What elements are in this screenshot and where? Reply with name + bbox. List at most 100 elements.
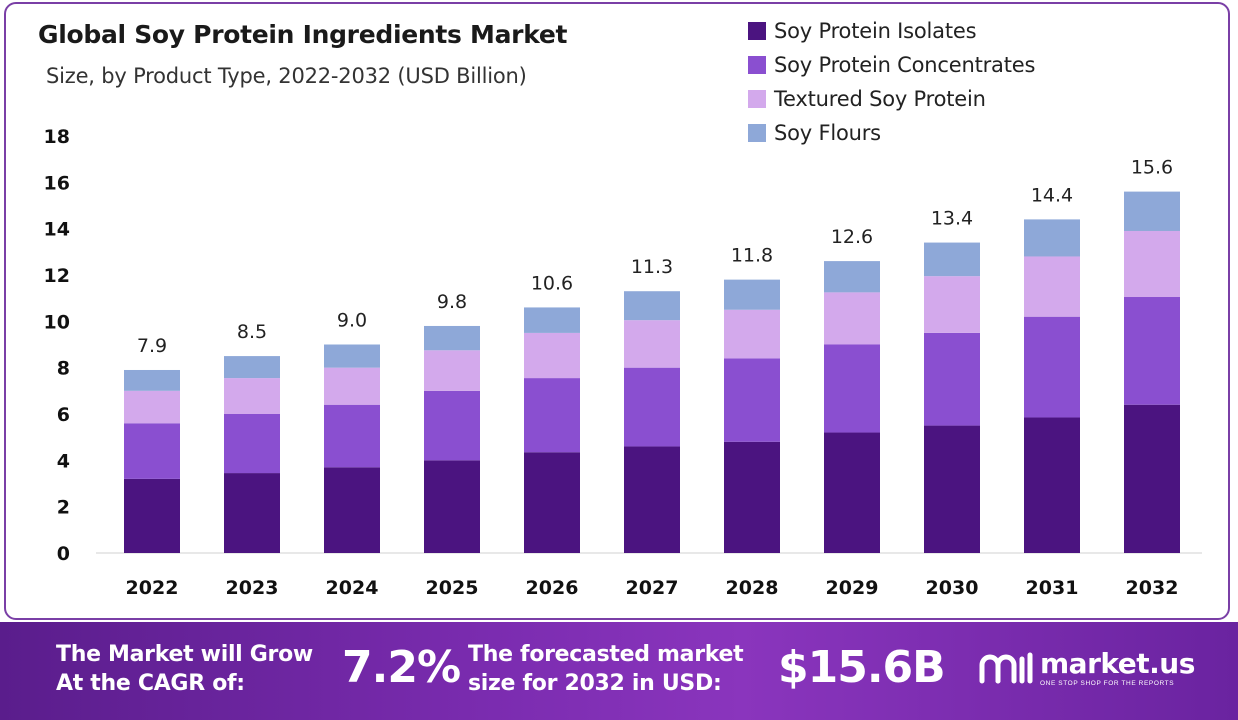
bar-total-label: 13.4 xyxy=(931,208,973,230)
bar-segment-soy-protein-isolates xyxy=(824,432,880,553)
y-tick-label: 2 xyxy=(57,497,70,519)
legend-swatch-isolates xyxy=(748,22,766,40)
bar-segment-soy-protein-isolates xyxy=(124,478,180,553)
brand-tagline: ONE STOP SHOP FOR THE REPORTS xyxy=(1040,680,1175,687)
bar-segment-textured-soy-protein xyxy=(724,309,780,359)
bar-total-label: 7.9 xyxy=(137,335,167,357)
bar-segment-textured-soy-protein xyxy=(924,276,980,333)
bar-total-label: 11.8 xyxy=(731,245,773,267)
bar-segment-soy-protein-concentrates xyxy=(524,378,580,453)
cagr-label: The Market will Grow At the CAGR of: xyxy=(56,640,313,698)
bar-segment-soy-protein-concentrates xyxy=(224,414,280,474)
bar-segment-soy-protein-isolates xyxy=(1124,404,1180,553)
forecast-value: $15.6B xyxy=(778,642,946,693)
cagr-label-line2: At the CAGR of: xyxy=(56,671,245,696)
bar-total-label: 9.8 xyxy=(437,291,467,313)
bar-segment-soy-flours xyxy=(624,291,680,321)
bar-total-label: 12.6 xyxy=(831,226,873,248)
forecast-label-line2: size for 2032 in USD: xyxy=(468,671,722,696)
y-tick-label: 8 xyxy=(57,358,70,380)
legend-label: Soy Flours xyxy=(774,121,881,145)
forecast-label: The forecasted market size for 2032 in U… xyxy=(468,640,744,698)
bar-segment-soy-protein-concentrates xyxy=(924,332,980,426)
y-tick-label: 18 xyxy=(44,126,70,148)
bar-segment-textured-soy-protein xyxy=(1124,230,1180,298)
x-tick-label: 2026 xyxy=(526,577,579,599)
legend-label: Textured Soy Protein xyxy=(774,87,986,111)
cagr-value: 7.2% xyxy=(342,642,461,693)
legend-swatch-concentrates xyxy=(748,56,766,74)
stacked-bar-chart: 0 2 4 6 8 10 12 14 16 18 7.9 2022 8.5 2023 9.0 2024 9.8 2… xyxy=(44,126,1202,599)
x-tick-label: 2022 xyxy=(126,577,179,599)
summary-banner: The Market will Grow At the CAGR of: 7.2… xyxy=(0,622,1238,720)
bar-total-label: 8.5 xyxy=(237,321,267,343)
brand-name: market.us xyxy=(1040,647,1195,680)
bar-segment-soy-flours xyxy=(1024,219,1080,257)
legend-item-concentrates: Soy Protein Concentrates xyxy=(748,48,1035,82)
bar-segment-soy-protein-isolates xyxy=(924,425,980,553)
legend-swatch-textured xyxy=(748,90,766,108)
x-tick-label: 2027 xyxy=(626,577,679,599)
bar-total-label: 14.4 xyxy=(1031,184,1073,206)
bar-segment-soy-protein-isolates xyxy=(324,467,380,553)
bar-segment-textured-soy-protein xyxy=(824,292,880,345)
y-tick-label: 10 xyxy=(44,311,70,333)
y-tick-label: 16 xyxy=(44,172,70,194)
legend-item-flours: Soy Flours xyxy=(748,116,1035,150)
bar-segment-soy-protein-concentrates xyxy=(624,367,680,447)
legend-item-isolates: Soy Protein Isolates xyxy=(748,14,1035,48)
bar-segment-soy-protein-concentrates xyxy=(824,344,880,433)
x-tick-label: 2024 xyxy=(326,577,379,599)
bar-segment-soy-protein-isolates xyxy=(624,446,680,553)
bar-segment-textured-soy-protein xyxy=(224,378,280,414)
bar-segment-soy-protein-concentrates xyxy=(124,423,180,479)
bar-segment-soy-flours xyxy=(124,369,180,391)
x-tick-label: 2032 xyxy=(1126,577,1179,599)
bar-segment-textured-soy-protein xyxy=(624,320,680,368)
bar-segment-soy-protein-isolates xyxy=(1024,417,1080,553)
bar-segment-textured-soy-protein xyxy=(424,350,480,391)
bar-segment-soy-protein-concentrates xyxy=(724,358,780,442)
x-tick-label: 2028 xyxy=(726,577,779,599)
bar-segment-soy-protein-concentrates xyxy=(324,404,380,468)
bar-segment-soy-flours xyxy=(224,356,280,379)
y-tick-label: 0 xyxy=(57,543,70,565)
bar-segment-soy-protein-isolates xyxy=(524,452,580,553)
market-us-logo-icon xyxy=(979,652,1033,683)
bar-total-label: 9.0 xyxy=(337,310,367,332)
bar-segment-soy-flours xyxy=(524,307,580,333)
x-tick-label: 2031 xyxy=(1026,577,1079,599)
bar-segment-textured-soy-protein xyxy=(124,390,180,424)
bar-segment-soy-protein-isolates xyxy=(424,460,480,553)
legend-item-textured: Textured Soy Protein xyxy=(748,82,1035,116)
bar-segment-soy-flours xyxy=(324,344,380,368)
x-tick-label: 2030 xyxy=(926,577,979,599)
bar-segment-soy-flours xyxy=(824,261,880,293)
bar-segment-soy-flours xyxy=(724,279,780,310)
y-tick-label: 14 xyxy=(44,219,70,241)
y-tick-label: 4 xyxy=(57,450,70,472)
chart-title: Global Soy Protein Ingredients Market xyxy=(38,20,568,49)
bar-total-label: 11.3 xyxy=(631,256,673,278)
legend: Soy Protein Isolates Soy Protein Concent… xyxy=(748,14,1035,150)
chart-subtitle: Size, by Product Type, 2022-2032 (USD Bi… xyxy=(46,64,527,88)
legend-label: Soy Protein Concentrates xyxy=(774,53,1036,77)
x-tick-label: 2025 xyxy=(426,577,479,599)
bar-segment-soy-protein-concentrates xyxy=(424,390,480,461)
forecast-label-line1: The forecasted market xyxy=(468,642,744,667)
x-tick-label: 2023 xyxy=(226,577,279,599)
brand-logo: market.us ONE STOP SHOP FOR THE REPORTS xyxy=(978,650,1195,687)
x-tick-label: 2029 xyxy=(826,577,879,599)
bar-segment-soy-protein-concentrates xyxy=(1024,316,1080,418)
bar-segment-soy-flours xyxy=(1124,191,1180,231)
bar-total-label: 10.6 xyxy=(531,272,573,294)
y-tick-label: 6 xyxy=(57,404,70,426)
bar-segment-soy-protein-concentrates xyxy=(1124,297,1180,405)
bar-segment-soy-flours xyxy=(424,325,480,351)
bar-segment-soy-protein-isolates xyxy=(724,441,780,553)
bar-segment-soy-protein-isolates xyxy=(224,473,280,553)
legend-label: Soy Protein Isolates xyxy=(774,19,977,43)
bar-total-label: 15.6 xyxy=(1131,157,1173,179)
legend-swatch-flours xyxy=(748,124,766,142)
bar-segment-textured-soy-protein xyxy=(524,332,580,379)
